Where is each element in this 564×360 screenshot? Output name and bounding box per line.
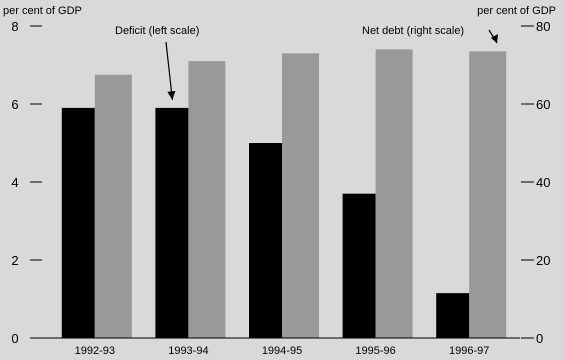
left-tick-label: 6	[11, 97, 18, 112]
x-tick-label: 1993-94	[168, 345, 208, 357]
left-tick-label: 4	[11, 175, 18, 190]
left-tick-label: 8	[11, 19, 18, 34]
x-tick-label: 1996-97	[449, 345, 489, 357]
deficit-arrow-head	[167, 90, 176, 100]
net-debt-bar	[469, 51, 507, 338]
net-debt-annotation: Net debt (right scale)	[362, 25, 464, 37]
deficit-annotation: Deficit (left scale)	[115, 25, 199, 37]
right-tick-label: 20	[536, 253, 550, 268]
x-tick-label: 1994-95	[262, 345, 302, 357]
right-axis-label: per cent of GDP	[477, 5, 556, 17]
deficit-arrow-line	[165, 41, 173, 100]
net-debt-bar	[188, 61, 226, 338]
deficit-bar	[249, 143, 282, 338]
net-debt-arrow-head	[491, 34, 498, 43]
left-axis-label: per cent of GDP	[3, 5, 82, 17]
left-tick-label: 2	[11, 253, 18, 268]
deficit-bar	[436, 293, 470, 338]
net-debt-bar	[94, 74, 132, 338]
deficit-bar	[61, 107, 95, 339]
right-tick-label: 80	[536, 19, 550, 34]
x-tick-label: 1992-93	[75, 345, 115, 357]
right-tick-label: 0	[536, 331, 543, 346]
net-debt-bar	[375, 49, 413, 339]
x-tick-label: 1995-96	[355, 345, 395, 357]
net-debt-bar	[282, 53, 319, 339]
right-tick-label: 40	[536, 175, 550, 190]
left-tick-label: 0	[11, 331, 18, 346]
deficit-bar	[342, 193, 376, 338]
right-tick-label: 60	[536, 97, 550, 112]
deficit-bar	[155, 107, 189, 339]
